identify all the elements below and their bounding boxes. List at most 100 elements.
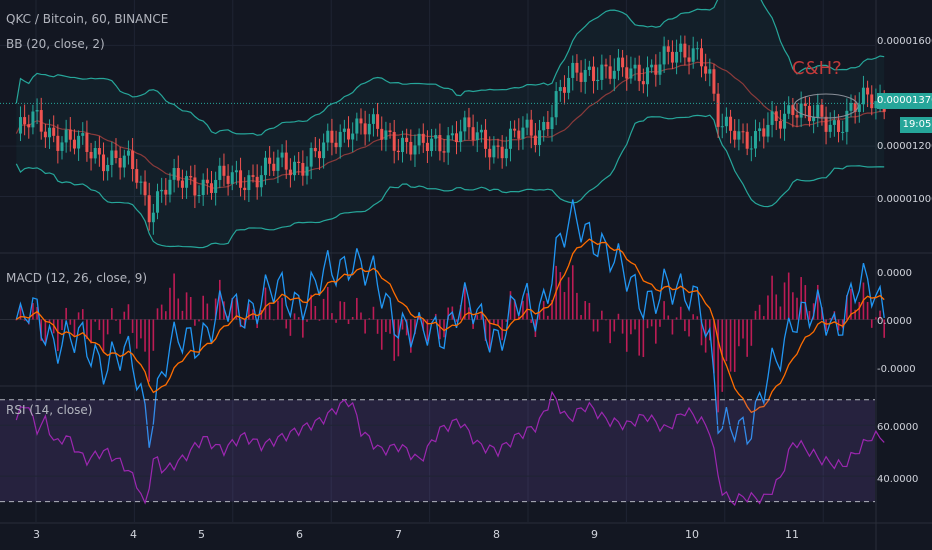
candle-body — [172, 168, 176, 180]
candle-body — [733, 130, 737, 140]
candle-body — [517, 130, 521, 139]
candle-body — [363, 123, 367, 135]
macd-histogram-bar — [663, 301, 665, 320]
candle-body — [43, 131, 47, 138]
macd-tick-label: 0.0000 — [877, 268, 912, 279]
macd-histogram-bar — [322, 298, 325, 320]
macd-histogram-bar — [69, 319, 72, 325]
macd-histogram-bar — [692, 314, 694, 320]
candle-body — [720, 126, 724, 128]
candle-body — [637, 64, 641, 82]
candle-body — [832, 120, 836, 125]
macd-histogram-bar — [418, 315, 420, 320]
rsi-indicator-label[interactable]: RSI (14, close) — [6, 403, 93, 417]
candle-body — [762, 128, 766, 137]
macd-histogram-bar — [547, 315, 549, 320]
candle-body — [525, 119, 529, 128]
macd-histogram-bar — [841, 319, 844, 329]
macd-histogram-bar — [156, 308, 159, 320]
candle-body — [612, 70, 616, 79]
macd-histogram-bar — [40, 319, 43, 341]
candle-body — [475, 132, 479, 141]
macd-histogram-bar — [318, 319, 321, 321]
candle-body — [741, 131, 745, 133]
macd-histogram-bar — [783, 282, 786, 320]
macd-histogram-bar — [214, 298, 217, 320]
macd-histogram-bar — [551, 300, 553, 320]
macd-histogram-bar — [23, 319, 26, 321]
candle-body — [359, 118, 363, 124]
candle-body — [93, 148, 97, 159]
macd-histogram-bar — [538, 311, 541, 320]
macd-histogram-bar — [36, 307, 38, 320]
candle-body — [708, 69, 712, 74]
candle-body — [31, 111, 35, 128]
macd-histogram-bar — [771, 275, 773, 320]
macd-tick-label: -0.0000 — [877, 364, 916, 375]
macd-histogram-bar — [181, 310, 184, 320]
candle-body — [633, 64, 637, 69]
macd-histogram-bar — [106, 319, 109, 335]
macd-histogram-bar — [302, 319, 304, 338]
candle-body — [355, 118, 359, 134]
macd-histogram-bar — [580, 314, 582, 320]
candle-body — [546, 121, 550, 130]
macd-histogram-bar — [742, 319, 744, 339]
macd-histogram-bar — [173, 273, 175, 320]
macd-histogram-bar — [650, 319, 653, 327]
candle-body — [538, 130, 542, 146]
candle-body — [791, 105, 795, 116]
candle-body — [625, 67, 629, 79]
candle-body — [774, 111, 778, 122]
candle-body — [567, 77, 571, 93]
candle-body — [783, 113, 787, 129]
candle-body — [729, 116, 733, 131]
macd-histogram-bar — [717, 319, 719, 413]
macd-histogram-bar — [57, 319, 59, 351]
candle-body — [205, 179, 209, 184]
macd-histogram-bar — [152, 319, 155, 351]
candle-body — [442, 151, 446, 153]
bb-lower-band — [15, 114, 885, 249]
macd-histogram-bar — [468, 307, 470, 320]
candle-body — [837, 120, 841, 132]
candle-body — [89, 151, 93, 159]
candle-body — [770, 111, 774, 125]
rsi-band-fill — [0, 399, 875, 502]
candle-body — [413, 145, 417, 155]
macd-histogram-bar — [675, 317, 678, 320]
candle-body — [508, 128, 512, 149]
candle-body — [621, 57, 625, 68]
macd-histogram-bar — [61, 319, 63, 331]
macd-tick-label: 0.0000 — [877, 316, 912, 327]
macd-histogram-bar — [638, 319, 641, 356]
macd-histogram-bar — [517, 316, 520, 320]
candle-body — [147, 195, 151, 223]
macd-histogram-bar — [688, 319, 690, 337]
macd-histogram-bar — [223, 301, 225, 320]
macd-histogram-bar — [169, 287, 171, 320]
macd-histogram-bar — [505, 319, 508, 322]
macd-histogram-bar — [44, 319, 47, 343]
macd-histogram-bar — [509, 291, 512, 320]
bb-indicator-label[interactable]: BB (20, close, 2) — [6, 37, 105, 51]
bar-countdown-badge: 19:05 — [900, 117, 932, 133]
macd-histogram-bar — [576, 292, 578, 320]
macd-indicator-label[interactable]: MACD (12, 26, close, 9) — [6, 271, 148, 285]
candle-body — [313, 147, 317, 152]
macd-histogram-bar — [646, 319, 649, 329]
macd-histogram-bar — [854, 309, 856, 320]
candle-body — [309, 147, 313, 167]
macd-histogram-bar — [812, 303, 815, 320]
candle-body — [558, 87, 562, 92]
macd-histogram-bar — [447, 307, 449, 320]
candle-body — [193, 177, 197, 196]
candle-body — [845, 110, 849, 132]
macd-histogram-bar — [634, 319, 636, 330]
candle-body — [670, 51, 674, 63]
macd-histogram-bar — [235, 297, 238, 320]
macd-histogram-bar — [248, 303, 250, 320]
macd-histogram-bar — [439, 319, 441, 340]
candle-body — [496, 145, 500, 147]
candle-body — [492, 145, 496, 158]
